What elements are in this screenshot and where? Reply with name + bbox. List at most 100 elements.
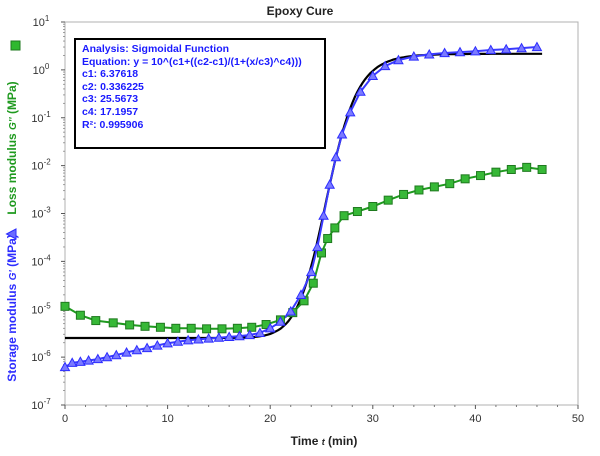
storage-modulus-point xyxy=(355,86,366,96)
y-tick-label: 100 xyxy=(33,62,50,77)
loss-modulus-point xyxy=(399,189,409,199)
loss-modulus-point xyxy=(186,323,196,333)
storage-modulus-point xyxy=(336,128,348,139)
loss-modulus-point xyxy=(330,223,340,233)
storage-modulus-point xyxy=(162,337,173,348)
storage-modulus-point xyxy=(295,289,307,299)
storage-modulus-point xyxy=(439,47,450,58)
y-tick-label: 101 xyxy=(33,14,50,29)
storage-modulus-point xyxy=(379,60,391,71)
storage-modulus-point xyxy=(234,330,245,341)
storage-modulus-point xyxy=(172,336,184,346)
chart-title: Epoxy Cure xyxy=(266,4,334,18)
storage-modulus-point xyxy=(75,356,86,366)
storage-modulus-point xyxy=(254,327,266,338)
storage-modulus-point xyxy=(213,332,225,342)
loss-modulus-point xyxy=(247,322,257,332)
storage-modulus-point xyxy=(531,41,543,52)
y-tick-label: 10-1 xyxy=(31,110,51,125)
storage-modulus-point xyxy=(393,54,404,65)
loss-modulus-point xyxy=(108,318,118,328)
annotation-line: c4: 17.1957 xyxy=(82,105,139,118)
y-tick-label: 10-7 xyxy=(31,397,51,412)
y-axis-label-storage: Storage modulus G' (MPa) xyxy=(5,234,19,382)
storage-modulus-point xyxy=(500,43,512,54)
y-tick-label: 10-6 xyxy=(31,349,51,364)
storage-modulus-point xyxy=(330,151,342,162)
y-tick-label: 10-3 xyxy=(31,206,51,221)
storage-modulus-point xyxy=(516,42,527,53)
storage-modulus-point xyxy=(485,44,497,55)
annotation-line: R²: 0.995906 xyxy=(82,118,144,131)
storage-modulus-point xyxy=(454,46,466,57)
loss-modulus-point xyxy=(537,164,547,174)
storage-modulus-point xyxy=(223,331,235,341)
loss-modulus-point xyxy=(522,162,532,172)
loss-modulus-point xyxy=(368,202,378,212)
x-tick-label: 10 xyxy=(161,413,173,425)
x-tick-label: 40 xyxy=(469,413,481,425)
loss-modulus-point xyxy=(140,321,150,331)
storage-modulus-point xyxy=(101,351,113,362)
analysis-annotation: Analysis: Sigmoidal Function Equation: y… xyxy=(74,38,326,149)
loss-modulus-point xyxy=(171,323,181,333)
storage-modulus-point xyxy=(131,344,143,355)
storage-modulus-point xyxy=(83,354,94,365)
loss-modulus-point xyxy=(506,164,516,174)
storage-modulus-point xyxy=(367,70,379,80)
storage-modulus-point xyxy=(92,353,104,364)
storage-modulus-point xyxy=(121,346,132,357)
series-markers xyxy=(59,41,547,372)
storage-modulus-point xyxy=(344,106,356,117)
x-tick-label: 0 xyxy=(62,413,68,425)
storage-modulus-point xyxy=(244,329,256,340)
loss-modulus-point xyxy=(476,171,486,181)
y-tick-label: 10-5 xyxy=(31,301,51,316)
storage-modulus-point xyxy=(324,179,336,189)
loss-modulus-point xyxy=(60,301,70,311)
loss-modulus-point xyxy=(414,185,424,195)
loss-modulus-point xyxy=(308,278,318,288)
loss-modulus-point xyxy=(323,234,333,244)
storage-modulus-point xyxy=(110,349,122,360)
annotation-line: c3: 25.5673 xyxy=(82,93,139,106)
y-tick-label: 10-4 xyxy=(31,253,51,268)
y-tick-label: 10-2 xyxy=(31,158,51,173)
storage-modulus-point xyxy=(203,332,214,343)
loss-modulus-point xyxy=(232,323,242,333)
loss-modulus-point xyxy=(202,324,212,334)
annotation-line: c2: 0.336225 xyxy=(82,80,144,93)
x-axis-label: Time t (min) xyxy=(291,434,358,448)
y-axis-label-loss: Loss modulus G'' (MPa) xyxy=(5,81,19,214)
loss-modulus-point xyxy=(445,179,455,189)
storage-legend-triangle-icon xyxy=(5,228,17,240)
loss-modulus-point xyxy=(91,316,101,326)
storage-modulus-point xyxy=(182,334,194,345)
loss-modulus-point xyxy=(352,207,362,217)
storage-modulus-point xyxy=(305,266,317,277)
x-tick-label: 20 xyxy=(264,413,276,425)
loss-modulus-point xyxy=(75,310,85,320)
storage-modulus-point xyxy=(193,333,204,344)
loss-modulus-point xyxy=(460,174,470,184)
x-tick-label: 50 xyxy=(572,413,584,425)
loss-modulus-point xyxy=(339,211,349,221)
x-tick-label: 30 xyxy=(367,413,379,425)
storage-modulus-point xyxy=(312,241,323,252)
annotation-line: c1: 6.37618 xyxy=(82,68,139,81)
storage-modulus-point xyxy=(66,357,78,367)
loss-modulus-point xyxy=(155,322,165,332)
storage-modulus-point xyxy=(264,322,276,333)
storage-modulus-point xyxy=(141,342,153,353)
storage-modulus-point xyxy=(151,339,163,350)
storage-modulus-point xyxy=(470,45,481,56)
axis-ticks: 0 10 20 30 40 50 10-7 10-6 10-5 10-4 10-3 10-2 10-1 1… xyxy=(31,14,584,425)
storage-modulus-point xyxy=(408,51,420,61)
storage-modulus-point xyxy=(285,305,297,316)
annotation-line: Analysis: Sigmoidal Function xyxy=(82,43,230,55)
storage-modulus-point xyxy=(275,316,286,326)
annotation-line: Equation: y = 10^(c1+((c2-c1)/(1+(x/c3)^… xyxy=(82,55,302,68)
storage-modulus-point xyxy=(423,48,435,59)
loss-modulus-point xyxy=(491,167,501,177)
loss-modulus-point xyxy=(383,195,393,205)
